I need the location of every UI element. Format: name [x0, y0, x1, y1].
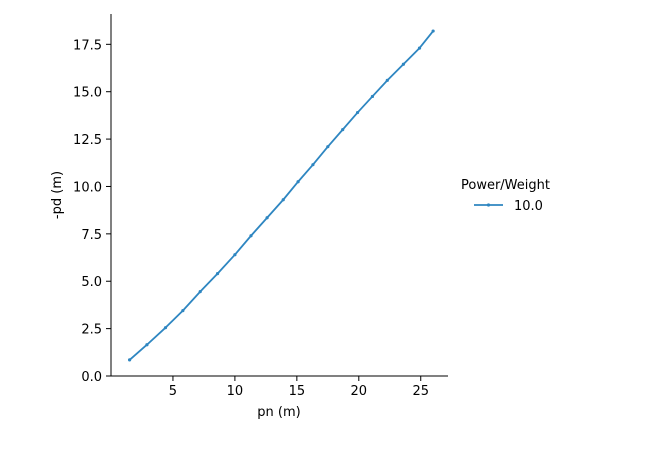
- y-tick-label: 17.5: [73, 38, 102, 53]
- legend-title: Power/Weight: [461, 178, 550, 193]
- x-tick-label: 15: [289, 384, 306, 399]
- data-point: [127, 358, 132, 362]
- data-point: [326, 145, 330, 149]
- x-tick-label: 5: [169, 384, 177, 399]
- legend: Power/Weight 10.0: [461, 178, 550, 214]
- data-point: [249, 234, 253, 238]
- y-tick-label: 5.0: [81, 275, 102, 290]
- data-point: [265, 216, 269, 220]
- series-line: [128, 30, 435, 361]
- data-point: [215, 272, 220, 276]
- y-tick-label: 7.5: [81, 228, 102, 243]
- legend-label: 10.0: [514, 199, 543, 214]
- x-tick-label: 20: [351, 384, 368, 399]
- data-point: [355, 110, 360, 115]
- data-point: [311, 163, 315, 167]
- data-point: [198, 290, 202, 294]
- data-point: [370, 94, 375, 99]
- plot-area: [127, 29, 435, 362]
- data-point: [233, 253, 237, 257]
- data-point: [181, 309, 185, 313]
- data-point: [431, 29, 435, 33]
- x-ticks: 5 10 15 20 25: [169, 376, 429, 399]
- y-tick-label: 10.0: [73, 180, 102, 195]
- x-axis-label: pn (m): [257, 405, 300, 420]
- data-point: [163, 326, 168, 330]
- data-point: [145, 343, 149, 347]
- data-point: [341, 128, 345, 132]
- y-ticks: 0.0 2.5 5.0 7.5 10.0 12.5 15.0 17.5: [73, 38, 111, 385]
- x-tick-label: 25: [412, 384, 429, 399]
- y-tick-label: 12.5: [73, 133, 102, 148]
- data-point: [417, 46, 422, 50]
- data-point: [385, 78, 389, 82]
- data-point: [401, 62, 405, 66]
- y-tick-label: 0.0: [81, 370, 102, 385]
- legend-swatch-marker: [486, 203, 491, 207]
- y-tick-label: 15.0: [73, 86, 102, 101]
- axes: [110, 14, 448, 377]
- data-point: [296, 180, 300, 184]
- legend-items: 10.0: [474, 199, 543, 214]
- data-point: [281, 198, 285, 202]
- y-tick-label: 2.5: [81, 323, 102, 338]
- y-axis-label: -pd (m): [50, 171, 65, 219]
- x-tick-label: 10: [227, 384, 244, 399]
